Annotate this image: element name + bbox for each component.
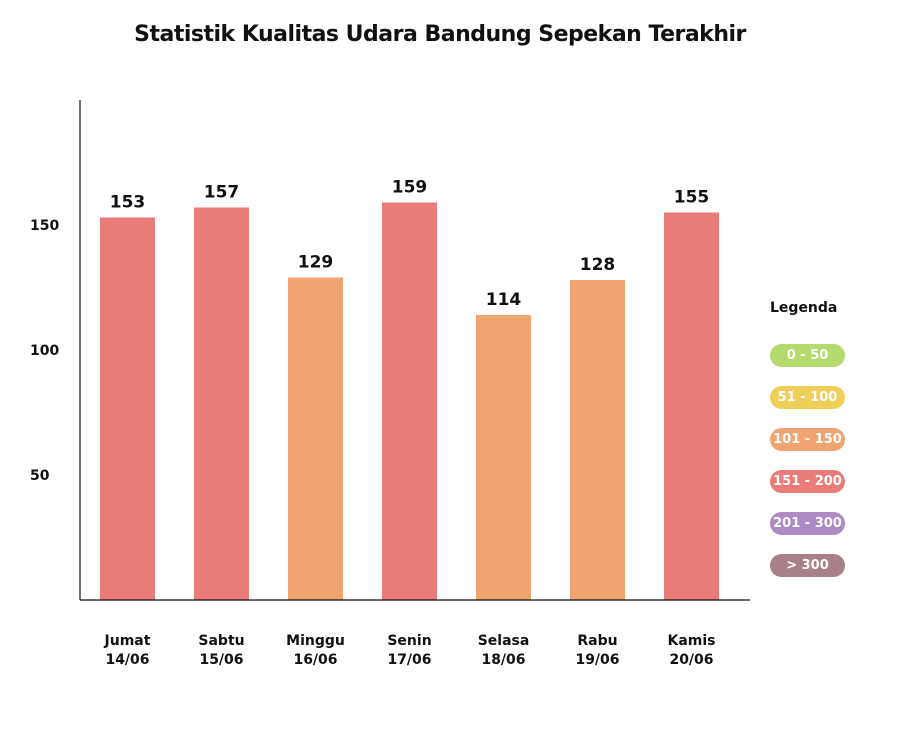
bar (570, 280, 625, 600)
y-tick-label: 100 (30, 343, 59, 359)
y-tick-label: 150 (30, 218, 59, 234)
legend-item: 201 - 300 (770, 512, 845, 535)
chart-title: Statistik Kualitas Udara Bandung Sepekan… (134, 22, 746, 47)
value-labels: 153 157 129 159 114 128 155 (110, 178, 710, 311)
category-labels: Jumat 14/06 Sabtu 15/06 Minggu 16/06 Senin 17/0… (104, 633, 716, 668)
x-tick-label-day: Rabu (577, 633, 617, 649)
legend-item: > 300 (770, 554, 845, 577)
bars (100, 202, 719, 600)
x-tick-label-date: 16/06 (293, 652, 337, 668)
x-tick-label-day: Jumat (104, 633, 151, 649)
value-label: 129 (298, 253, 334, 273)
value-label: 128 (580, 255, 616, 275)
bar (664, 212, 719, 600)
x-tick-label-date: 19/06 (575, 652, 619, 668)
x-tick-label-date: 20/06 (669, 652, 713, 668)
legend-title: Legenda (770, 300, 838, 316)
x-tick-label-day: Senin (387, 633, 431, 649)
x-tick-label-date: 14/06 (105, 652, 149, 668)
legend-items: 0 - 50 51 - 100 101 - 150 151 - 200 201 - 30… (770, 344, 890, 577)
legend-item: 51 - 100 (770, 386, 845, 409)
x-tick-label-day: Kamis (667, 633, 715, 649)
value-label: 153 (110, 193, 146, 213)
value-label: 157 (204, 183, 240, 203)
value-label: 114 (486, 290, 522, 310)
bar (194, 207, 249, 600)
bar (476, 315, 531, 600)
x-tick-label-date: 18/06 (481, 652, 525, 668)
x-tick-label-date: 17/06 (387, 652, 431, 668)
legend-item: 101 - 150 (770, 428, 845, 451)
y-tick-label: 50 (30, 468, 50, 484)
x-tick-label-day: Selasa (478, 633, 530, 649)
x-tick-label-day: Minggu (286, 633, 345, 649)
x-tick-label-date: 15/06 (199, 652, 243, 668)
value-label: 159 (392, 178, 428, 198)
bar (100, 217, 155, 600)
legend-item: 0 - 50 (770, 344, 845, 367)
value-label: 155 (674, 188, 710, 208)
bar (382, 202, 437, 600)
y-axis: 150 100 50 (30, 218, 59, 484)
legend: Legenda 0 - 50 51 - 100 101 - 150 151 - 200… (770, 300, 890, 596)
bar (288, 277, 343, 600)
x-tick-label-day: Sabtu (198, 633, 244, 649)
legend-item: 151 - 200 (770, 470, 845, 493)
